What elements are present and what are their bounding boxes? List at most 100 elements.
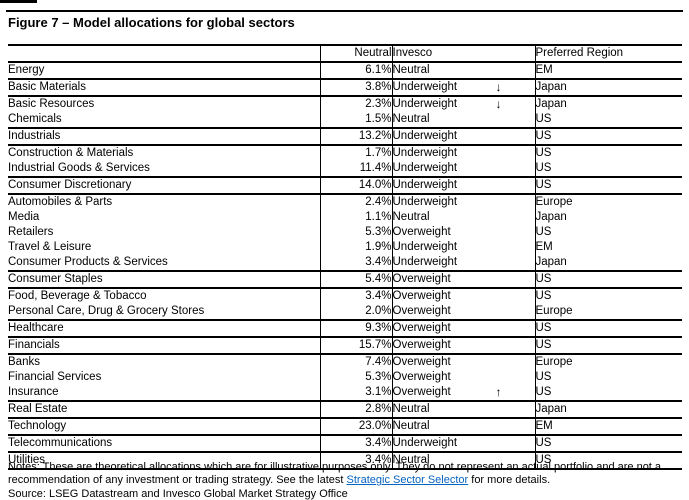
neutral-weight-cell: 1.1% (319, 210, 392, 225)
preferred-region-cell: Japan (534, 210, 682, 225)
sector-name-cell: Personal Care, Drug & Grocery Stores (8, 305, 205, 317)
preferred-region-cell: US (534, 145, 682, 161)
invesco-position-cell: Overweight (391, 225, 535, 240)
invesco-position-cell: Neutral (391, 112, 535, 128)
neutral-weight-cell: 3.4% (319, 435, 392, 452)
preferred-region-cell: US (534, 112, 682, 128)
invesco-position-cell: Overweight (391, 354, 535, 370)
invesco-position-cell: Underweight (391, 145, 535, 161)
figure-title: Figure 7 – Model allocations for global … (8, 15, 295, 30)
table-row: Consumer Discretionary 14.0% Underweight US (8, 177, 682, 194)
invesco-position-cell: Neutral (391, 418, 535, 435)
invesco-position-label: Underweight (392, 256, 458, 268)
invesco-position-label: Underweight (392, 196, 458, 208)
sector-name-cell: Financial Services (8, 371, 102, 383)
invesco-position-label: Overweight (392, 339, 451, 351)
preferred-region-cell: US (534, 288, 682, 304)
preferred-region-cell: Europe (534, 304, 682, 320)
neutral-weight-cell: 3.4% (319, 255, 392, 271)
sector-name-cell: Consumer Discretionary (8, 179, 132, 191)
notes-suffix: for more details. (468, 474, 551, 487)
table-row: Industrial Goods & Services 11.4% Underwei… (8, 161, 682, 177)
table-row: Consumer Products & Services 3.4% Underwei… (8, 255, 682, 271)
header-invesco: Invesco (391, 45, 535, 62)
sector-name-cell: Media (8, 211, 40, 223)
neutral-weight-cell: 3.4% (319, 452, 392, 469)
invesco-position-label: Neutral (392, 420, 430, 432)
table-row: Media 1.1% Neutral Japan (8, 210, 682, 225)
invesco-position-label: Underweight (392, 130, 458, 142)
invesco-position-label: Underweight (392, 179, 458, 191)
down-arrow-icon: ↓ (495, 97, 502, 111)
header-neutral: Neutral (319, 45, 392, 62)
preferred-region-cell: Japan (534, 401, 682, 418)
sector-name-cell: Real Estate (8, 403, 68, 415)
invesco-position-cell: Underweight ↓ (391, 79, 535, 96)
neutral-weight-cell: 2.3% (319, 96, 392, 112)
table-row: Travel & Leisure 1.9% Underweight EM (8, 240, 682, 255)
source-text: Source: LSEG Datastream and Invesco Glob… (8, 488, 348, 500)
invesco-position-label: Neutral (392, 454, 430, 466)
invesco-position-cell: Overweight ↑ (391, 385, 535, 401)
sector-name-cell: Industrials (8, 130, 61, 142)
neutral-weight-cell: 1.7% (319, 145, 392, 161)
table-row: Basic Materials 3.8% Underweight ↓ Japan (8, 79, 682, 96)
sector-name-cell: Financials (8, 339, 60, 351)
table-row: Personal Care, Drug & Grocery Stores 2.0%… (8, 304, 682, 320)
invesco-position-cell: Neutral (391, 210, 535, 225)
invesco-position-cell: Neutral (391, 401, 535, 418)
invesco-position-cell: Underweight (391, 194, 535, 210)
invesco-position-label: Overweight (392, 371, 451, 383)
table-row: Food, Beverage & Tobacco 3.4% Overweight US (8, 288, 682, 304)
invesco-position-label: Neutral (392, 64, 430, 76)
table-row: Construction & Materials 1.7% Underweight U… (8, 145, 682, 161)
table-row: Healthcare 9.3% Overweight US (8, 320, 682, 337)
neutral-weight-cell: 3.8% (319, 79, 392, 96)
neutral-weight-cell: 5.4% (319, 271, 392, 288)
invesco-position-cell: Neutral (391, 452, 535, 469)
invesco-position-label: Underweight (392, 81, 458, 93)
invesco-position-cell: Underweight (391, 177, 535, 194)
table-row: Chemicals 1.5% Neutral US (8, 112, 682, 128)
sector-name-cell: Consumer Staples (8, 273, 103, 285)
invesco-position-cell: Underweight (391, 255, 535, 271)
preferred-region-cell: Europe (534, 354, 682, 370)
invesco-position-label: Overweight (392, 305, 451, 317)
sector-name-cell: Basic Resources (8, 98, 95, 110)
sector-name-cell: Automobiles & Parts (8, 196, 113, 208)
table-body: Energy 6.1% Neutral EM Basic Materials 3.8% Un… (8, 62, 682, 469)
preferred-region-cell: Japan (534, 96, 682, 112)
preferred-region-cell: EM (534, 418, 682, 435)
invesco-position-cell: Overweight (391, 320, 535, 337)
preferred-region-cell: Japan (534, 79, 682, 96)
neutral-weight-cell: 9.3% (319, 320, 392, 337)
preferred-region-cell: Europe (534, 194, 682, 210)
preferred-region-cell: US (534, 435, 682, 452)
sector-name-cell: Basic Materials (8, 81, 86, 93)
sector-name-cell: Construction & Materials (8, 147, 134, 159)
header-preferred-region: Preferred Region (534, 45, 682, 62)
invesco-position-cell: Neutral (391, 62, 535, 79)
invesco-position-cell: Underweight (391, 240, 535, 255)
strategic-sector-selector-link[interactable]: Strategic Sector Selector (346, 474, 469, 487)
preferred-region-cell: US (534, 177, 682, 194)
up-arrow-icon: ↑ (495, 385, 502, 399)
sector-name-cell: Healthcare (8, 322, 64, 334)
table-row: Basic Resources 2.3% Underweight ↓ Japan (8, 96, 682, 112)
neutral-weight-cell: 2.8% (319, 401, 392, 418)
invesco-position-label: Neutral (392, 113, 430, 125)
table-row: Utilities 3.4% Neutral US (8, 452, 682, 469)
sector-name-cell: Telecommunications (8, 437, 113, 449)
sector-name-cell: Chemicals (8, 113, 62, 125)
invesco-position-label: Underweight (392, 162, 458, 174)
sector-name-cell: Energy (8, 64, 45, 76)
table-row: Banks 7.4% Overweight Europe (8, 354, 682, 370)
invesco-position-label: Overweight (392, 226, 451, 238)
table-header-row: Neutral Invesco Preferred Region (8, 45, 682, 62)
neutral-weight-cell: 15.7% (319, 337, 392, 354)
neutral-weight-cell: 2.0% (319, 304, 392, 320)
neutral-weight-cell: 3.4% (319, 288, 392, 304)
neutral-weight-cell: 6.1% (319, 62, 392, 79)
invesco-position-label: Overweight (392, 322, 451, 334)
